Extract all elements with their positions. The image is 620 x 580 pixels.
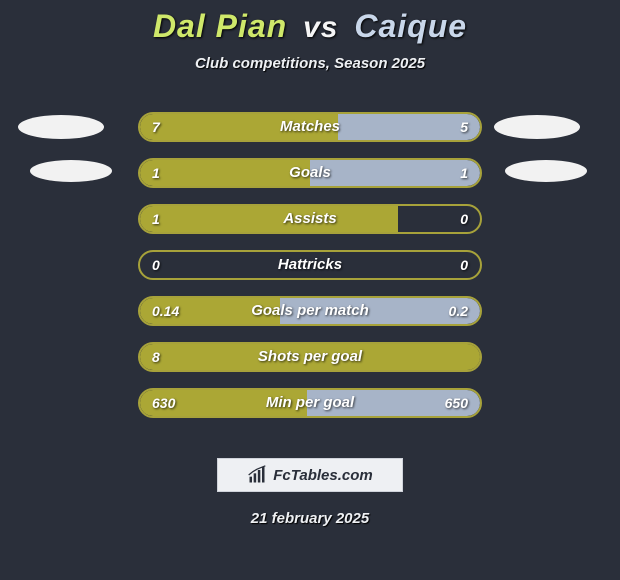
stat-label: Goals per match bbox=[140, 298, 480, 324]
stat-label: Shots per goal bbox=[140, 344, 480, 370]
team-badge-placeholder bbox=[18, 115, 104, 139]
branding-badge: FcTables.com bbox=[217, 458, 403, 492]
stat-row: 75Matches bbox=[138, 112, 482, 142]
team-badge-placeholder bbox=[494, 115, 580, 139]
subtitle: Club competitions, Season 2025 bbox=[0, 55, 620, 72]
player2-name: Caique bbox=[354, 8, 467, 44]
stats-chart: 75Matches 11Goals 10Assists 00Hattricks 0.14… bbox=[0, 100, 620, 430]
title: Dal Pian vs Caique bbox=[0, 8, 620, 45]
team-badge-placeholder bbox=[30, 160, 112, 182]
stat-label: Goals bbox=[140, 160, 480, 186]
stat-row: 0.140.2Goals per match bbox=[138, 296, 482, 326]
stat-label: Hattricks bbox=[140, 252, 480, 278]
stat-row: 10Assists bbox=[138, 204, 482, 234]
stat-row: 8Shots per goal bbox=[138, 342, 482, 372]
comparison-card: Dal Pian vs Caique Club competitions, Se… bbox=[0, 0, 620, 580]
stat-label: Min per goal bbox=[140, 390, 480, 416]
title-vs: vs bbox=[303, 11, 338, 44]
date-label: 21 february 2025 bbox=[0, 510, 620, 527]
chart-icon bbox=[247, 465, 267, 485]
stat-label: Assists bbox=[140, 206, 480, 232]
stat-row: 630650Min per goal bbox=[138, 388, 482, 418]
branding-text: FcTables.com bbox=[273, 467, 372, 484]
player1-name: Dal Pian bbox=[153, 8, 287, 44]
stat-row: 11Goals bbox=[138, 158, 482, 188]
team-badge-placeholder bbox=[505, 160, 587, 182]
stat-row: 00Hattricks bbox=[138, 250, 482, 280]
stat-label: Matches bbox=[140, 114, 480, 140]
